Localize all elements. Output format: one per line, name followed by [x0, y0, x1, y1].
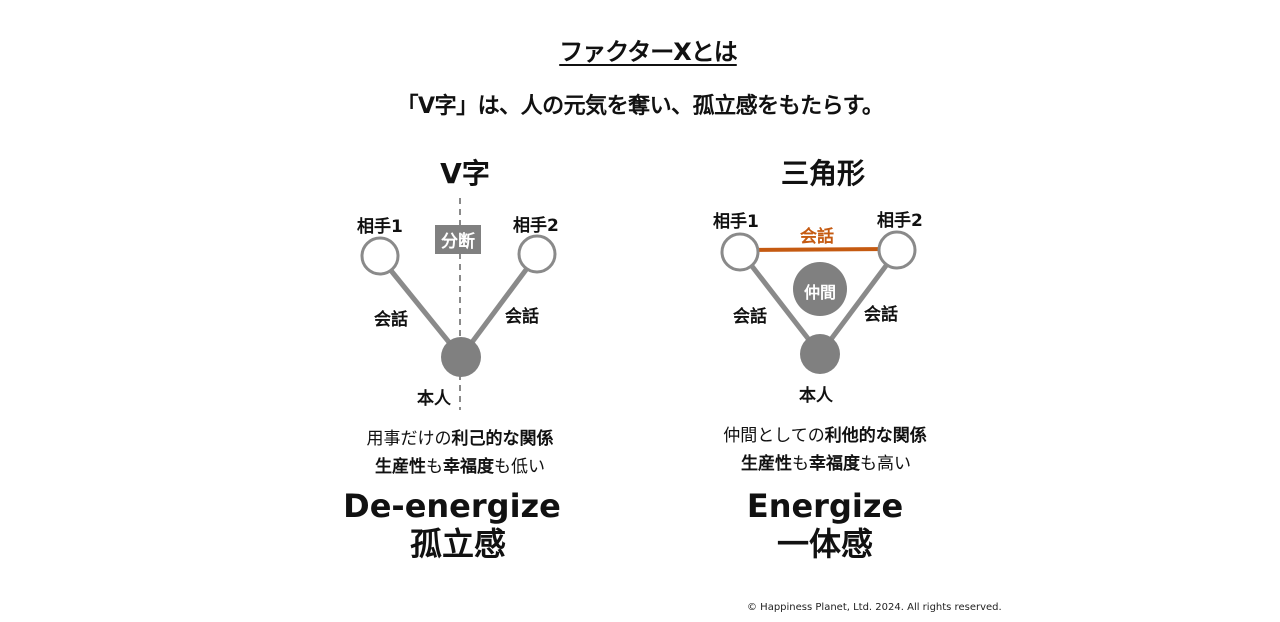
left-partner1-node: [360, 236, 400, 276]
left-partner2-label: 相手2: [513, 216, 559, 236]
left-partner2-node: [517, 234, 557, 274]
right-self-node: [800, 334, 840, 374]
right-talk-label-right: 会話: [864, 305, 898, 325]
left-talk-label-right: 会話: [505, 307, 539, 327]
left-desc-line2-bold2: 幸福度: [443, 457, 494, 477]
left-desc-line2-plain2: も低い: [494, 457, 545, 477]
right-partner2-node: [877, 230, 917, 270]
right-talk-line-1: [739, 250, 822, 356]
right-companion-node: [793, 262, 847, 316]
left-desc-line2-plain1: も: [426, 457, 443, 477]
right-talk-label-top: 会話: [800, 227, 834, 247]
left-desc-line1-plain: 用事だけの: [366, 429, 452, 449]
left-big-en: De-energize: [343, 487, 561, 525]
left-self-node: [441, 337, 481, 377]
page-subtitle: 「V字」は、人の元気を奪い、孤立感をもたらす。: [396, 94, 884, 119]
right-big-jp: 一体感: [776, 525, 873, 563]
right-self-label: 本人: [799, 386, 833, 406]
page-title: ファクターXとは: [559, 38, 738, 66]
right-desc-line1-bold: 利他的な関係: [824, 426, 927, 446]
right-talk-line-2: [817, 249, 900, 356]
left-desc-line2-bold1: 生産性: [375, 457, 426, 477]
left-desc-line1: 用事だけの利己的な関係: [300, 424, 620, 449]
right-desc-line2-bold2: 幸福度: [809, 454, 860, 474]
left-self-label: 本人: [417, 389, 451, 409]
left-heading: V字: [440, 157, 490, 190]
right-talk-line-top: [740, 247, 898, 252]
left-talk-line-2: [458, 253, 540, 359]
left-talk-line-1: [378, 255, 463, 359]
right-desc-line2-plain2: も高い: [860, 454, 911, 474]
right-partner1-node: [720, 232, 760, 272]
right-desc-line2-plain1: も: [792, 454, 809, 474]
right-desc-line1-plain: 仲間としての: [723, 426, 825, 446]
right-desc-line1: 仲間としての利他的な関係: [665, 421, 985, 446]
left-desc-line1-bold: 利己的な関係: [451, 429, 554, 449]
copyright-notice: © Happiness Planet, Ltd. 2024. All right…: [747, 602, 1002, 613]
left-partner1-label: 相手1: [357, 217, 403, 237]
divide-badge: 分断: [435, 225, 481, 254]
left-desc-line2: 生産性も幸福度も低い: [300, 452, 620, 477]
right-companion-label: 仲間: [803, 283, 836, 302]
right-partner2-label: 相手2: [877, 211, 923, 231]
left-talk-label-left: 会話: [374, 310, 408, 330]
right-heading: 三角形: [780, 157, 865, 190]
right-big-en: Energize: [746, 487, 904, 525]
right-talk-label-left: 会話: [733, 307, 767, 327]
right-desc-line2-bold1: 生産性: [741, 454, 792, 474]
right-partner1-label: 相手1: [713, 212, 759, 232]
left-big-jp: 孤立感: [409, 525, 506, 563]
right-desc-line2: 生産性も幸福度も高い: [666, 449, 986, 474]
